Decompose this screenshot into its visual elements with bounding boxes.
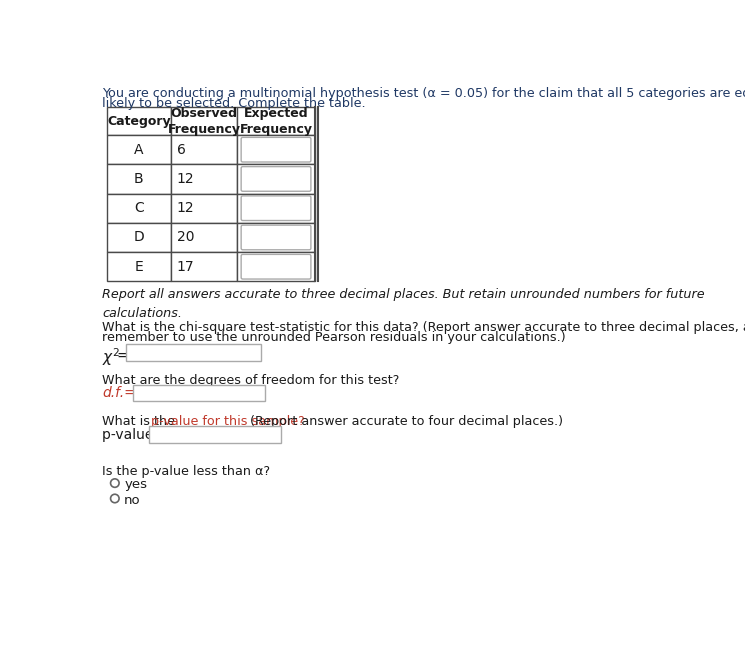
FancyBboxPatch shape (241, 137, 311, 162)
FancyBboxPatch shape (241, 167, 311, 191)
Text: (Report answer accurate to four decimal places.): (Report answer accurate to four decimal … (246, 415, 562, 428)
Bar (107, 164, 171, 194)
Text: You are conducting a multinomial hypothesis test (α = 0.05) for the claim that a: You are conducting a multinomial hypothe… (102, 87, 745, 100)
Text: 17: 17 (177, 260, 194, 274)
Text: p-value for this sample?: p-value for this sample? (151, 415, 305, 428)
FancyBboxPatch shape (241, 196, 311, 221)
Bar (237, 252, 315, 281)
Bar (237, 194, 315, 223)
Text: C: C (134, 201, 144, 215)
Bar (171, 223, 237, 252)
Bar (171, 194, 237, 223)
Text: =: = (116, 348, 129, 363)
Text: Category: Category (107, 115, 171, 127)
FancyBboxPatch shape (241, 254, 311, 279)
Text: E: E (135, 260, 143, 274)
Circle shape (110, 479, 119, 487)
Bar (107, 194, 171, 223)
Text: 12: 12 (177, 172, 194, 186)
Text: 20: 20 (177, 231, 194, 244)
Text: 6: 6 (177, 143, 186, 156)
Bar (237, 164, 315, 194)
Text: A: A (134, 143, 144, 156)
Bar (171, 164, 237, 194)
Bar (237, 135, 315, 164)
Bar (107, 223, 171, 252)
Text: Is the p-value less than α?: Is the p-value less than α? (102, 464, 270, 478)
Bar (107, 135, 171, 164)
Text: p-value =: p-value = (102, 428, 170, 442)
Text: 12: 12 (177, 201, 194, 215)
Bar (107, 252, 171, 281)
Bar (171, 135, 237, 164)
Text: Expected
Frequency: Expected Frequency (240, 106, 312, 136)
Text: D: D (133, 231, 145, 244)
Text: B: B (134, 172, 144, 186)
Text: Observed
Frequency: Observed Frequency (168, 106, 241, 136)
FancyBboxPatch shape (241, 225, 311, 250)
Bar (126, 344, 261, 361)
Text: no: no (124, 494, 141, 507)
Bar (171, 107, 237, 135)
Text: $\chi^2$: $\chi^2$ (102, 347, 121, 369)
Text: yes: yes (124, 478, 147, 491)
Bar (107, 107, 171, 135)
Bar (149, 426, 281, 443)
Bar (171, 252, 237, 281)
Bar (133, 384, 265, 401)
Text: d.f.=: d.f.= (102, 386, 136, 400)
Bar (237, 107, 315, 135)
Circle shape (110, 494, 119, 503)
Text: What are the degrees of freedom for this test?: What are the degrees of freedom for this… (102, 374, 400, 387)
Text: Report all answers accurate to three decimal places. But retain unrounded number: Report all answers accurate to three dec… (102, 288, 705, 319)
Text: What is the: What is the (102, 415, 180, 428)
Text: likely to be selected. Complete the table.: likely to be selected. Complete the tabl… (102, 97, 366, 110)
Text: What is the chi-square test-statistic for this data? (Report answer accurate to : What is the chi-square test-statistic fo… (102, 321, 745, 334)
Text: remember to use the unrounded Pearson residuals in your calculations.): remember to use the unrounded Pearson re… (102, 331, 566, 344)
Bar (237, 223, 315, 252)
